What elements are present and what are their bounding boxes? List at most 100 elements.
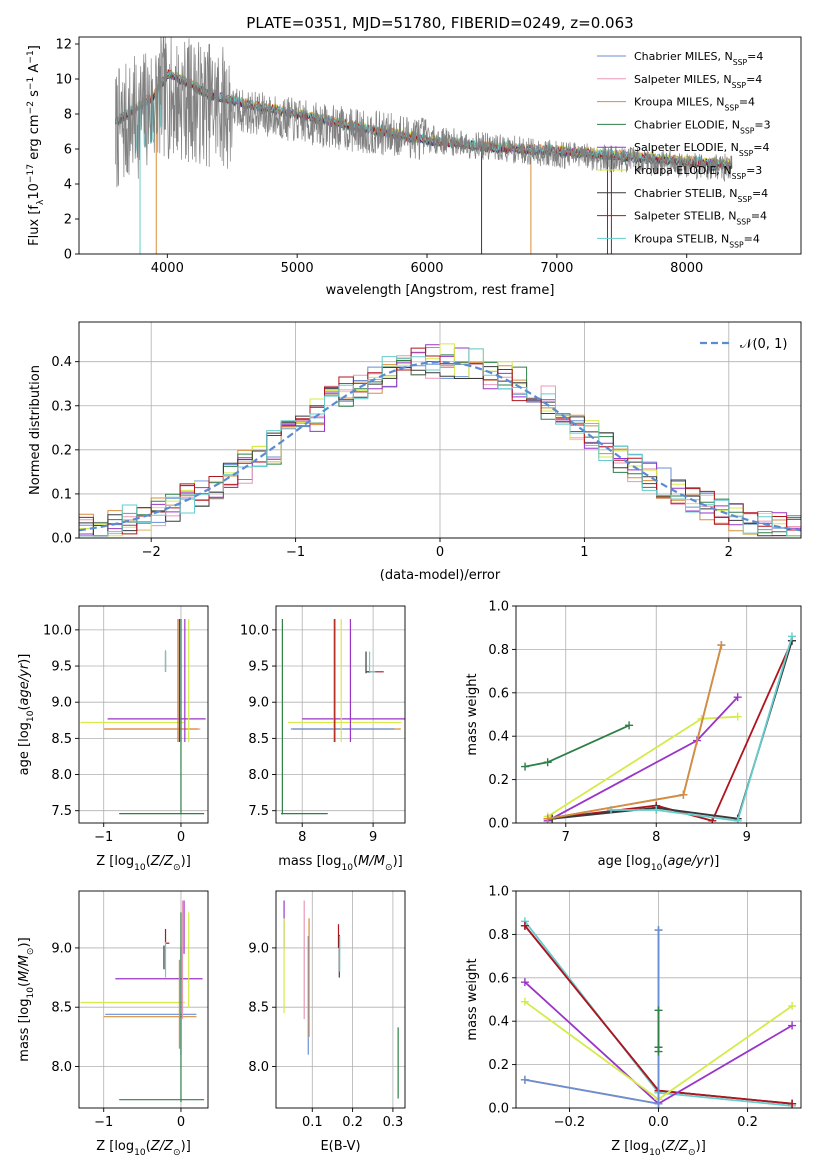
y-tick-label: 0.0: [51, 532, 72, 547]
legend-entry: Kroupa MILES, NSSP=4: [634, 96, 755, 113]
y-tick-label: 9.0: [51, 696, 72, 711]
y-tick-label: 8.5: [248, 1001, 269, 1016]
y-tick-label: 0.4: [51, 355, 72, 370]
plot-area-age-vs-mass: [280, 619, 405, 815]
mass-weight-marker: [733, 816, 742, 823]
y-tick-label: 8.0: [51, 768, 72, 783]
y-tick-label: 12: [55, 38, 72, 53]
y-tick-label: 0: [64, 248, 72, 263]
x-axis-label: wavelength [Angstrom, rest frame]: [326, 283, 555, 298]
plot-area-mass-vs-EBV: [283, 900, 399, 1099]
y-tick-label: 9.5: [51, 660, 72, 675]
y-tick-label: 7.5: [248, 804, 269, 819]
y-tick-label: 1.0: [488, 600, 509, 615]
x-tick-label: 0.1: [302, 1115, 323, 1130]
mass-weight-marker: [654, 1043, 663, 1052]
mass-weight-marker: [625, 721, 634, 730]
y-axis-label: age [log10(age/yr)]: [17, 654, 36, 776]
y-axis-label: mass weight: [465, 958, 480, 1040]
mass-weight-marker: [543, 758, 552, 767]
x-axis-label: E(B-V): [320, 1139, 360, 1154]
x-tick-label: 0: [177, 830, 185, 845]
x-tick-label: 9: [743, 830, 751, 845]
axes-frame: [78, 605, 209, 824]
x-axis-label: age [log10(age/yr)]: [598, 854, 720, 873]
x-axis-label: Z [log10(Z/Z⊙)]: [96, 854, 191, 873]
y-axis-label: Normed distribution: [28, 365, 43, 495]
x-tick-label: 4000: [151, 261, 184, 276]
mass-weight-marker: [520, 1075, 529, 1084]
x-tick-label: 0: [436, 545, 444, 560]
y-tick-label: 8.5: [248, 732, 269, 747]
y-tick-label: 8.0: [51, 1060, 72, 1075]
y-tick-label: 8: [64, 108, 72, 123]
mass-weight-marker: [788, 1002, 797, 1011]
mass-weight-marker: [520, 978, 529, 987]
axes-massweight-vs-age: 7 8 9 0.0 0.2 0.4 0.6 0.8 1.0 age [log10(age/yr)]…: [465, 600, 802, 873]
axes-mass-vs-EBV: 0.1 0.2 0.3 8.0 8.5 9.0 E(B-V): [248, 890, 406, 1154]
y-tick-label: 0.6: [488, 971, 509, 986]
chart-title: PLATE=0351, MJD=51780, FIBERID=0249, z=0…: [246, 14, 633, 32]
x-axis-label: (data-model)/error: [380, 568, 501, 583]
y-tick-label: 8.5: [51, 1001, 72, 1016]
plot-area-residuals: [79, 343, 801, 538]
mass-weight-marker: [520, 997, 529, 1006]
y-tick-label: 0.2: [488, 1058, 509, 1073]
y-tick-label: 9.0: [248, 696, 269, 711]
legend-entry: 𝒩(0, 1): [740, 337, 787, 352]
legend-entry: Salpeter MILES, NSSP=4: [634, 73, 762, 90]
y-tick-label: 9.0: [51, 941, 72, 956]
mass-weight-marker: [652, 805, 661, 814]
mass-weight-line: [552, 640, 793, 820]
x-tick-label: 7000: [540, 261, 573, 276]
mass-weight-marker: [787, 632, 796, 641]
y-tick-label: 9.0: [248, 941, 269, 956]
axes-massweight-vs-Z: −0.2 0.0 0.2 0.0 0.2 0.4 0.6 0.8 1.0 Z [log10(Z/Z…: [465, 885, 802, 1158]
axes-frame: [275, 605, 406, 824]
plot-area-age-vs-Z: [80, 619, 206, 815]
y-tick-label: 10: [55, 73, 72, 88]
mass-weight-line: [547, 644, 723, 820]
plot-area-mass-vs-Z: [80, 900, 205, 1103]
plot-area-spectrum: [115, 37, 733, 254]
y-tick-label: 0.4: [488, 1015, 509, 1030]
y-tick-label: 0.8: [488, 643, 509, 658]
x-axis-label: Z [log10(Z/Z⊙)]: [611, 1139, 706, 1158]
y-axis-label: Flux [fλ10−17 erg cm−2 s−1 A−1]: [26, 45, 46, 246]
x-tick-label: 5000: [281, 261, 314, 276]
x-tick-label: 0.2: [737, 1115, 758, 1130]
legend-entry: Kroupa ELODIE, NSSP=3: [634, 164, 762, 181]
y-tick-label: 0.3: [51, 399, 72, 414]
mass-weight-line: [524, 724, 630, 768]
mass-weight-marker: [543, 814, 552, 823]
legend: 𝒩(0, 1): [700, 337, 787, 352]
x-tick-label: −2: [142, 545, 161, 560]
axes-spectrum: 4000 5000 6000 7000 8000 0 2 4 6 8 10 12 PLATE=0351,…: [26, 14, 802, 298]
y-axis-label: mass [log10(M/M⊙)]: [17, 937, 36, 1061]
y-tick-label: 4: [64, 178, 72, 193]
y-tick-label: 8.5: [51, 732, 72, 747]
legend-entry: Chabrier STELIB, NSSP=4: [634, 187, 768, 204]
y-tick-label: 7.5: [51, 804, 72, 819]
y-tick-label: 10.0: [240, 623, 269, 638]
x-tick-label: 1: [580, 545, 588, 560]
axes-age-vs-mass: 8 9 7.5 8.0 8.5 9.0 9.5 10.0 mass [log10(M/M⊙)]: [240, 605, 406, 873]
mass-weight-marker: [717, 641, 726, 650]
mass-weight-marker: [733, 693, 742, 702]
axes-frame: [78, 890, 209, 1109]
y-tick-label: 0.1: [51, 487, 72, 502]
y-tick-label: 0.0: [488, 817, 509, 832]
x-tick-label: −1: [94, 830, 113, 845]
y-tick-label: 10.0: [43, 623, 72, 638]
axes-frame: [275, 890, 406, 1109]
mass-weight-marker: [788, 1021, 797, 1030]
legend-entry: Kroupa STELIB, NSSP=4: [634, 232, 760, 249]
mass-weight-marker: [520, 921, 529, 930]
mass-weight-line: [547, 644, 723, 820]
x-tick-label: −0.2: [554, 1115, 586, 1130]
y-tick-label: 0.0: [488, 1102, 509, 1117]
x-tick-label: 9: [369, 830, 377, 845]
x-tick-label: 2: [725, 545, 733, 560]
y-tick-label: 6: [64, 143, 72, 158]
